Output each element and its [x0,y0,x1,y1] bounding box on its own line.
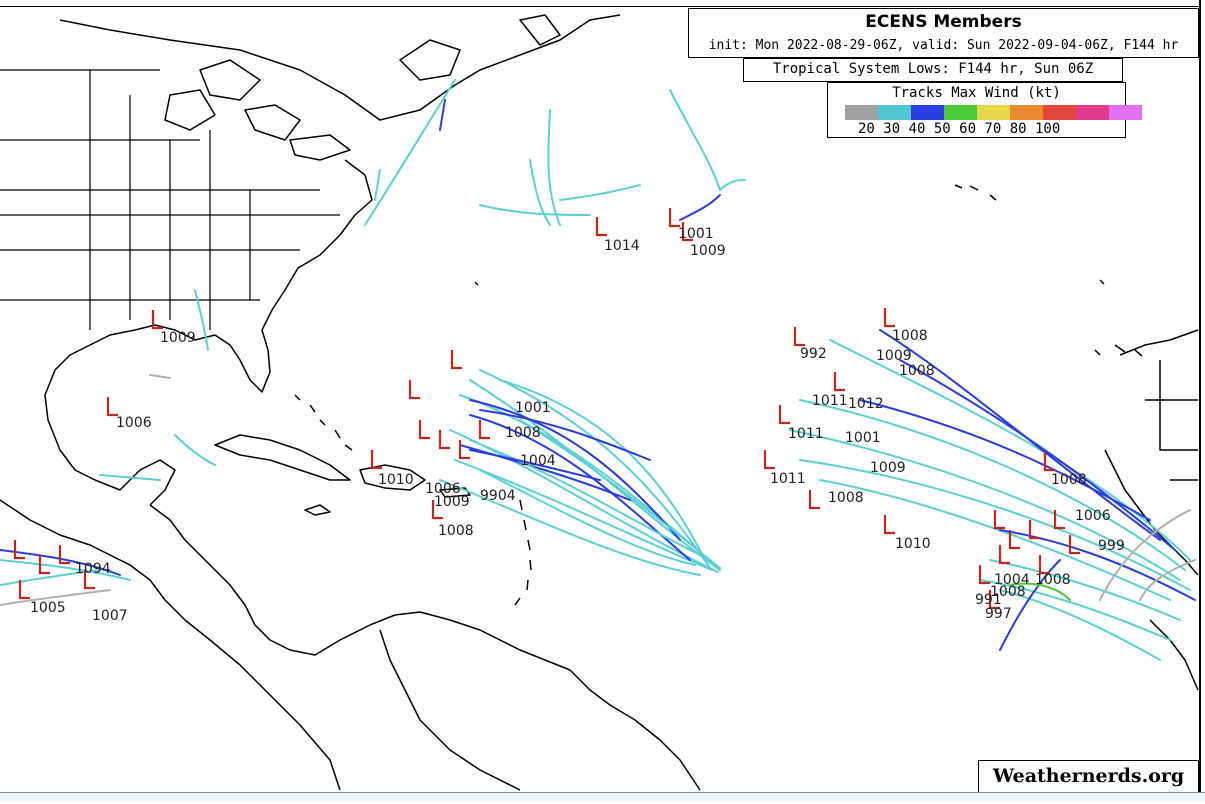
legend-color-bar [845,105,1142,120]
pressure-label: 1001 [515,400,551,416]
low-markers [13,208,1080,610]
pressure-label: 1008 [1035,572,1071,588]
coastlines [0,14,1199,791]
pressure-label: 1004 [520,453,556,469]
pressure-label: 1010 [895,536,931,552]
pressure-label: 1006 [116,415,152,431]
pressure-label: 1006 [1075,508,1111,524]
map-title: ECENS Members [865,12,1022,32]
pressure-label: 1094 [75,561,111,577]
pressure-label: 1004 [994,572,1030,588]
pressure-label: 1005 [30,600,66,616]
pressure-label: 999 [1098,538,1125,554]
pressure-label: 1008 [990,584,1026,600]
credit-label: Weathernerds.org [992,765,1185,787]
pressure-label: 1014 [604,238,640,254]
pressure-label: 1011 [812,393,848,409]
pressure-label: 1011 [770,471,806,487]
pressure-label: 1006 [425,481,461,497]
pressure-label: 1008 [438,523,474,539]
pressure-label: 1009 [434,494,470,510]
pressure-label: 1012 [848,396,884,412]
pressure-label: 1009 [690,243,726,259]
pressure-label: 1008 [505,425,541,441]
pressure-label: 1009 [876,348,912,364]
lows-label: Tropical System Lows: F144 hr, Sun 06Z [772,61,1094,77]
legend-swatch-2 [911,105,944,120]
pressure-label: 1008 [892,328,928,344]
tracks-west [0,549,131,606]
legend-swatch-1 [878,105,911,120]
legend-ticks: 20 30 40 50 60 70 80 100 [858,121,1061,137]
pressure-label: 1009 [870,460,906,476]
tracks-central [439,369,721,576]
legend-box: Tracks Max Wind (kt) 20 30 40 50 60 70 8… [827,82,1142,138]
legend-swatch-6 [1043,105,1076,120]
legend-swatch-3 [944,105,977,120]
map-top-border [0,6,1201,7]
bottom-strip [0,792,1205,801]
pressure-label: 1007 [92,608,128,624]
legend-swatch-0 [845,105,878,120]
pressure-label: 1010 [378,472,414,488]
pressure-label: 991 [975,592,1002,608]
pressure-label: 997 [985,606,1012,622]
legend-swatch-7 [1076,105,1109,120]
lows-box: Tropical System Lows: F144 hr, Sun 06Z [743,58,1123,82]
tracks-north [99,79,746,481]
pressure-label: 992 [800,346,827,362]
legend-swatch-5 [1010,105,1043,120]
map-subtitle: init: Mon 2022-08-29-06Z, valid: Sun 202… [708,38,1179,53]
pressure-label: 1008 [899,363,935,379]
credit-box: Weathernerds.org [978,760,1199,793]
map-right-border [1199,0,1201,800]
legend-swatch-8 [1109,105,1142,120]
pressure-label: 1001 [678,226,714,242]
pressure-labels: 1014 1001 1009 1009 1006 1006 1008 1010 … [30,226,1125,624]
pressure-label: 1009 [160,330,196,346]
legend-title: Tracks Max Wind (kt) [892,85,1061,101]
pressure-label: 1008 [828,490,864,506]
title-box: ECENS Members init: Mon 2022-08-29-06Z, … [688,8,1199,58]
pressure-label: 1008 [1051,472,1087,488]
legend-swatch-4 [977,105,1010,120]
pressure-label: 9904 [480,488,516,504]
pressure-label: 1011 [788,426,824,442]
pressure-label: 1001 [845,430,881,446]
